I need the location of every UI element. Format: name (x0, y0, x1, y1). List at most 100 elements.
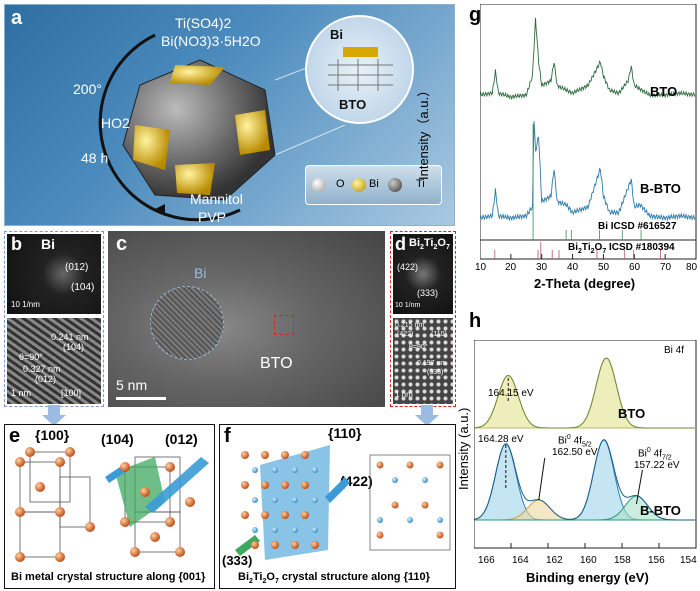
panel-e: e {100} (104) (012) Bi metal crystal str… (4, 424, 215, 589)
h-xtick: 164 (512, 555, 529, 566)
panel-h-label: h (469, 310, 482, 332)
bismuth-atom-icon (352, 178, 366, 192)
zoom-circle (305, 15, 414, 124)
panel-d-hrtem (393, 318, 453, 404)
g-series-bto-label: BTO (650, 84, 678, 99)
g-xtick: 10 (475, 262, 487, 273)
temperature-label: 200° (73, 81, 102, 97)
xrd-series-bbto (480, 121, 696, 222)
h-ylabel: Intensity (a.u.) (456, 407, 471, 490)
g-series-bbto-label: B-BTO (640, 181, 681, 196)
legend-o: O (336, 178, 345, 190)
panel-a: a Ti(SO4)2 Bi(NO3)3·5H2O 200° HO2 48 h M… (4, 4, 455, 226)
d-plane-110: (110) (431, 331, 447, 338)
xps-annotation-arrow (635, 469, 643, 505)
panel-f: f {110} (422) (333) Bi2Ti2O7 crystal str (219, 424, 456, 589)
panel-d: d Bi2Ti2O7 (422) (333) 10 1/nm 0.215 nm … (390, 231, 456, 407)
h-series-bbto: B-BTO (640, 503, 681, 518)
f-plane-110: {110} (328, 425, 362, 441)
zoom-bto-label: BTO (339, 97, 367, 112)
h-bi0-72-val: 157.22 eV (634, 460, 680, 471)
d-spacing-104: 0.241 nm (51, 332, 89, 342)
g-xtick: 70 (660, 262, 672, 273)
d-plane-422: (422) (397, 331, 414, 338)
c-bto-label: BTO (260, 355, 293, 372)
mannitol-label: Mannitol (190, 191, 243, 207)
panel-d-fft (393, 234, 453, 314)
fft-spot-012: (012) (65, 262, 89, 273)
bto-crystal-structure (235, 445, 451, 560)
bto-selection-box (274, 315, 294, 335)
titanium-atom-icon (388, 178, 402, 192)
ref-bi-sticks (532, 124, 642, 240)
plane-012: (012) (35, 374, 57, 384)
g-ref1-label: Bi ICSD #616527 (598, 221, 677, 232)
d-fft-422: (422) (397, 262, 419, 272)
g-xtick: 50 (598, 262, 610, 273)
c-bi-label: Bi (194, 265, 207, 281)
d-fft-scale: 10 1/nm (395, 302, 421, 309)
h-bi0-52-val: 162.50 eV (552, 447, 598, 458)
f-caption: Bi2Ti2O7 crystal structure along {110} (238, 571, 430, 586)
e-plane-104: (104) (101, 431, 134, 447)
panel-c-label: c (116, 233, 128, 255)
reagent-bi: Bi(NO3)3·5H2O (161, 33, 261, 49)
h-peak-bbto: 164.28 eV (478, 434, 524, 445)
g-xtick: 80 (686, 262, 698, 273)
g-ylabel: Intensity（a.u.） (416, 83, 431, 180)
c-scale-label: 5 nm (116, 377, 148, 393)
panel-c: c Bi BTO 5 nm (108, 231, 385, 407)
panel-f-label: f (224, 425, 231, 447)
xps-chart (474, 340, 697, 549)
h-xtick: 158 (614, 555, 631, 566)
hrtem-scale-b: 1 nm (11, 388, 32, 398)
h-title: Bi 4f (664, 345, 685, 356)
panel-d-title: Bi2Ti2O7 (409, 237, 450, 252)
angle-b: θ=90° (19, 352, 43, 362)
e-caption: Bi metal crystal structure along {001} (11, 571, 206, 583)
h-xtick: 160 (580, 555, 597, 566)
panel-e-label: e (9, 425, 21, 447)
xrd-chart (480, 4, 697, 260)
g-ref2-label: Bi2Ti2O7 ICSD #180394 (568, 242, 675, 255)
h-peak-bto: 164.15 eV (488, 388, 534, 399)
d-spacing-422: 0.215 nm (395, 322, 425, 329)
h-series-bto: BTO (618, 406, 646, 421)
d-angle: θ=90° (409, 344, 428, 351)
fft-spot-104: (104) (71, 282, 95, 293)
xps-bto-envelope (474, 357, 696, 429)
oxygen-atom-icon (312, 178, 326, 192)
g-xticks: 10 20 30 40 50 60 70 80 (475, 262, 698, 276)
zone-axis: [100] (61, 388, 82, 398)
ho2-label: HO2 (101, 115, 130, 131)
pvp-label: PVP (198, 209, 227, 225)
h-xtick: 156 (648, 555, 665, 566)
panel-b-hrtem (7, 318, 101, 404)
bi-crystal-structure (15, 447, 209, 562)
zoom-bi-label: Bi (330, 27, 343, 42)
d-spacing-012: 0.327 nm (23, 364, 61, 374)
d-hrtem-scale: 1 nm (395, 390, 413, 399)
h-xlabel: Binding energy (eV) (526, 570, 649, 585)
xrd-series-bto (480, 17, 696, 101)
bto-lattice-icon (328, 47, 393, 91)
h-xtick: 154 (680, 555, 697, 566)
xps-annotation-arrow (538, 457, 546, 501)
g-xtick: 40 (567, 262, 579, 273)
atom-legend: O Bi Ti (305, 165, 442, 205)
f-plane-422: (422) (340, 473, 373, 489)
h-bi0-52: Bi0 4f5/2 (558, 434, 592, 449)
zoom-arrows (42, 405, 439, 426)
ref-bto-sticks (494, 242, 661, 259)
h-bi0-72: Bi0 4f7/2 (638, 447, 672, 462)
panel-b-label: b (11, 234, 22, 254)
bi-particle-outline (150, 286, 224, 360)
d-plane-333: (333) (427, 369, 444, 376)
legend-ti: Ti (416, 178, 425, 190)
f-plane-333: (333) (222, 553, 253, 568)
e-plane-100: {100} (35, 427, 70, 443)
h-xtick: 166 (478, 555, 495, 566)
d-fft-333: (333) (417, 288, 439, 298)
panel-d-label: d (395, 234, 406, 254)
e-plane-012: (012) (165, 431, 198, 447)
